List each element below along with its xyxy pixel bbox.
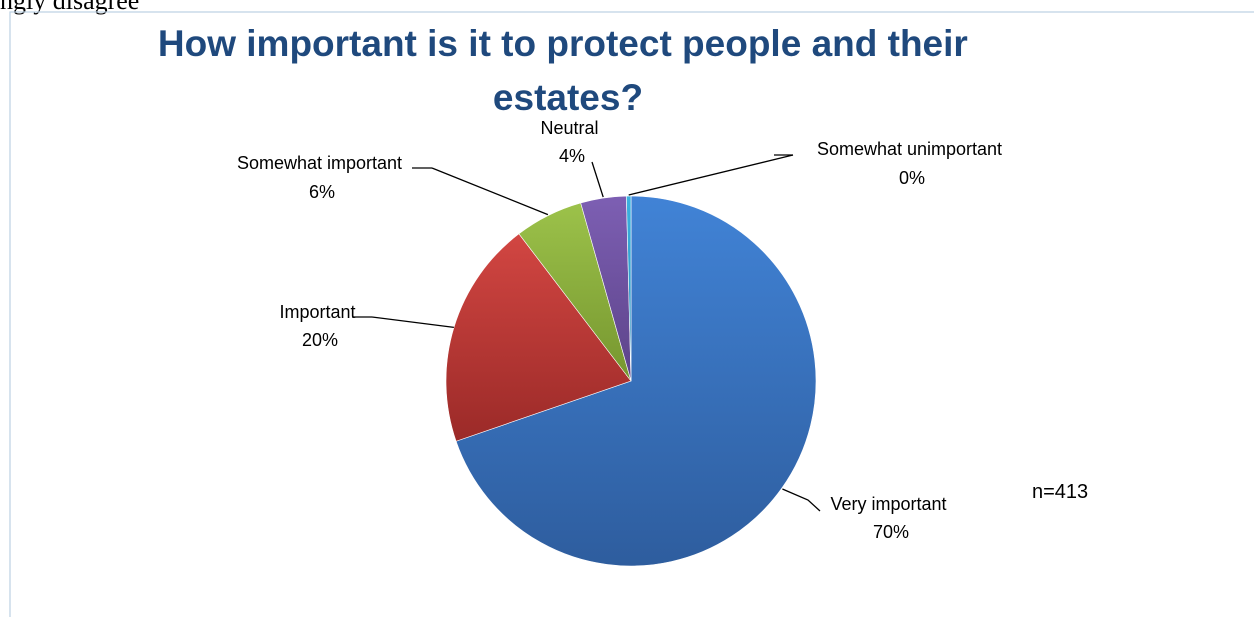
data-label-somewhat-unimportant-name: Somewhat unimportant (817, 139, 1002, 159)
data-label-somewhat-important-percent: 6% (309, 182, 335, 202)
data-label-somewhat-important-name: Somewhat important (237, 153, 402, 173)
data-label-very-important-percent: 70% (873, 522, 909, 542)
leader-line-very-important (782, 488, 821, 512)
data-label-very-important: Very important 70% (830, 494, 951, 542)
data-label-somewhat-unimportant: Somewhat unimportant 0% (817, 139, 1007, 188)
leader-lines (352, 154, 821, 512)
slice-somewhat-unimportant (626, 195, 632, 382)
data-label-neutral-percent: 4% (559, 146, 585, 166)
leader-line-neutral (591, 161, 604, 198)
leader-line-important (371, 316, 454, 329)
leader-line-somewhat-important (431, 167, 549, 216)
chart-title-line-1: How important is it to protect people an… (158, 23, 968, 64)
chart-title-line-2: estates? (493, 77, 643, 118)
chart-title: How important is it to protect people an… (158, 23, 978, 118)
pie-slices (445, 195, 817, 567)
data-label-important-percent: 20% (302, 330, 338, 350)
sample-size-label: n=413 (1032, 481, 1088, 503)
data-label-important-name: Important (279, 302, 355, 322)
data-label-important: Important 20% (279, 302, 360, 350)
data-label-neutral: Neutral 4% (540, 118, 603, 166)
data-label-somewhat-important: Somewhat important 6% (237, 153, 407, 202)
data-label-neutral-name: Neutral (540, 118, 598, 138)
slice-important (445, 233, 632, 442)
clipped-document-text: ngly disagree (0, 0, 140, 15)
leader-line-somewhat-unimportant (628, 154, 794, 196)
data-label-very-important-name: Very important (830, 494, 946, 514)
data-label-somewhat-unimportant-percent: 0% (899, 168, 925, 188)
chart-frame (9, 11, 1254, 617)
slice-very-important (455, 195, 817, 567)
